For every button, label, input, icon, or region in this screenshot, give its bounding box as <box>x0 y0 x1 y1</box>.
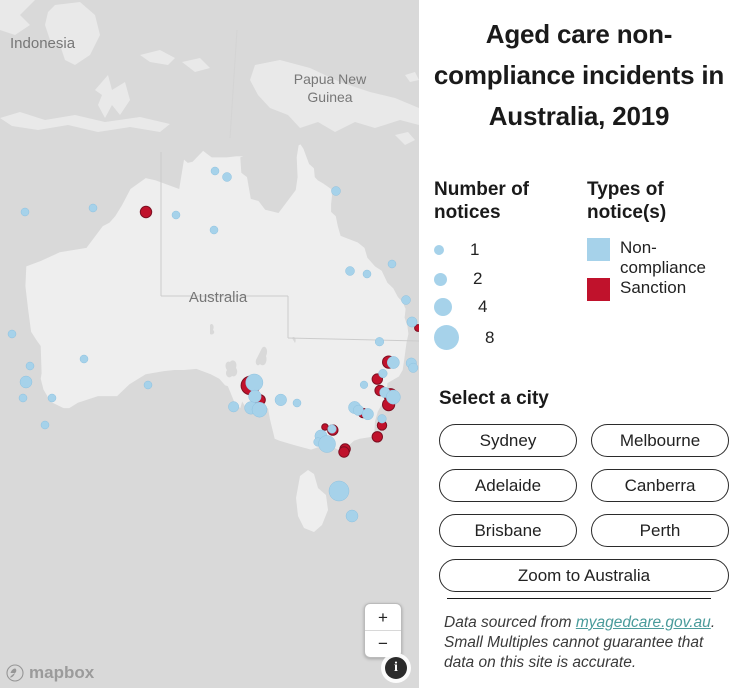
svg-text:Australia: Australia <box>189 289 248 306</box>
svg-text:Indonesia: Indonesia <box>10 35 76 52</box>
svg-text:Papua New: Papua New <box>294 71 367 87</box>
svg-text:Guinea: Guinea <box>307 89 352 105</box>
